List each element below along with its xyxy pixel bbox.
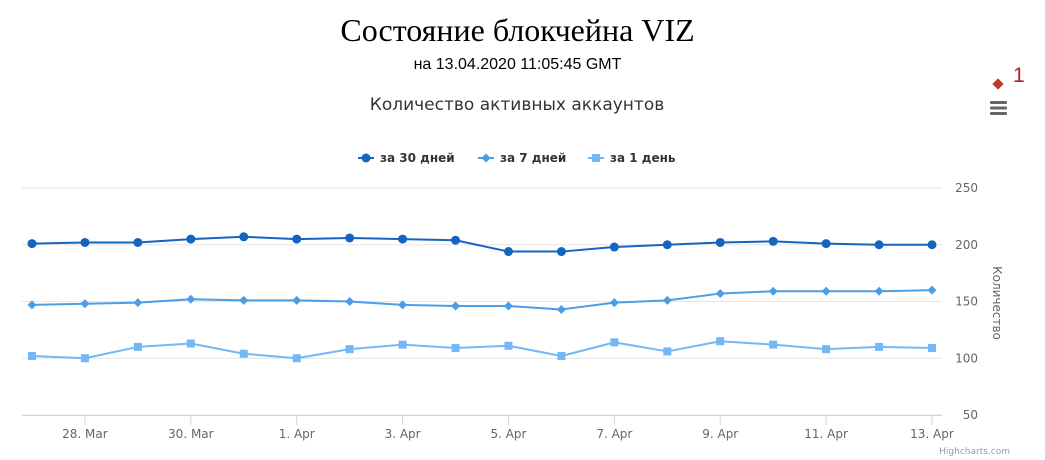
notification-badge: 1 [1013,64,1025,87]
data-point [557,351,566,360]
data-point [80,299,90,309]
data-point [716,337,725,346]
data-point [27,239,37,249]
data-point [186,234,196,244]
menu-line-top [990,101,1007,104]
data-point [821,286,831,296]
legend-item[interactable]: за 1 день [588,151,676,165]
data-point [80,237,90,247]
data-point [663,347,672,356]
data-point [451,344,460,353]
menu-line-middle [990,106,1007,110]
data-point [27,300,37,310]
data-point [133,237,143,247]
data-point [345,233,355,243]
legend-label[interactable]: за 30 дней [380,151,455,165]
data-point [503,247,513,257]
context-menu-button[interactable] [986,97,1012,119]
legend-marker [592,154,600,162]
data-point [133,298,143,308]
y-tick-label: 50 [963,408,978,422]
x-tick-label: 28. Mar [62,427,108,441]
x-tick-label: 7. Apr [596,427,632,441]
legend-label[interactable]: за 7 дней [500,151,566,165]
data-point [451,235,461,245]
data-point [239,295,249,305]
series-line [31,289,933,311]
series-line [31,235,932,253]
data-point [556,304,566,314]
data-point [822,345,831,354]
data-point [345,345,354,354]
data-point [662,240,672,250]
data-point [292,295,302,305]
data-point [928,344,936,353]
x-tick-label: 9. Apr [702,427,738,441]
series-1 [27,232,937,257]
y-axis-title: Количество [990,266,1004,340]
data-point [821,239,831,249]
data-point [292,234,302,244]
data-point [28,351,36,360]
data-point [769,340,778,349]
x-tick-label: 30. Mar [168,427,214,441]
data-point [504,341,513,350]
series-line [31,340,933,360]
data-point [609,242,619,252]
data-point [556,247,566,257]
data-point [768,286,778,296]
data-point [186,339,195,348]
data-point [80,354,89,363]
credits-link[interactable]: Highcharts.com [939,447,1010,457]
data-point [398,234,408,244]
x-tick-label: 11. Apr [804,427,848,441]
data-point [768,236,778,246]
data-point [398,340,407,349]
data-point [875,342,884,351]
y-tick-label: 200 [955,238,978,252]
chart-title: Количество активных аккаунтов [370,95,665,115]
legend-label[interactable]: за 1 день [610,151,676,165]
y-tick-label: 150 [955,295,978,309]
data-point [133,342,142,351]
y-tick-label: 250 [955,181,978,195]
legend-item[interactable]: за 30 дней [358,151,455,165]
series-3 [28,337,936,363]
series-2 [27,285,937,314]
legend-item[interactable]: за 7 дней [478,151,566,165]
data-point [874,240,884,250]
x-tick-label: 5. Apr [490,427,526,441]
menu-line-bottom [990,112,1007,115]
data-point [186,294,196,304]
y-tick-label: 100 [955,351,978,365]
x-tick-label: 13. Apr [910,427,954,441]
data-point [662,295,672,305]
data-point [239,349,248,358]
data-point [292,354,301,363]
page-title: Состояние блокчейна VIZ [340,12,695,48]
data-point [610,338,619,347]
data-point [927,240,937,250]
data-point [715,237,725,247]
legend-marker [361,153,371,163]
x-tick-label: 3. Apr [385,427,421,441]
data-point [503,301,513,311]
data-point [927,285,937,295]
data-point [874,286,884,296]
data-point [345,297,355,306]
data-point [609,298,619,308]
x-tick-label: 1. Apr [279,427,315,441]
data-point [451,301,461,311]
data-point [398,300,408,310]
data-point [715,289,725,299]
page-subtitle: на 13.04.2020 11:05:45 GMT [413,56,622,73]
legend-marker [481,153,491,163]
data-point [239,232,249,242]
